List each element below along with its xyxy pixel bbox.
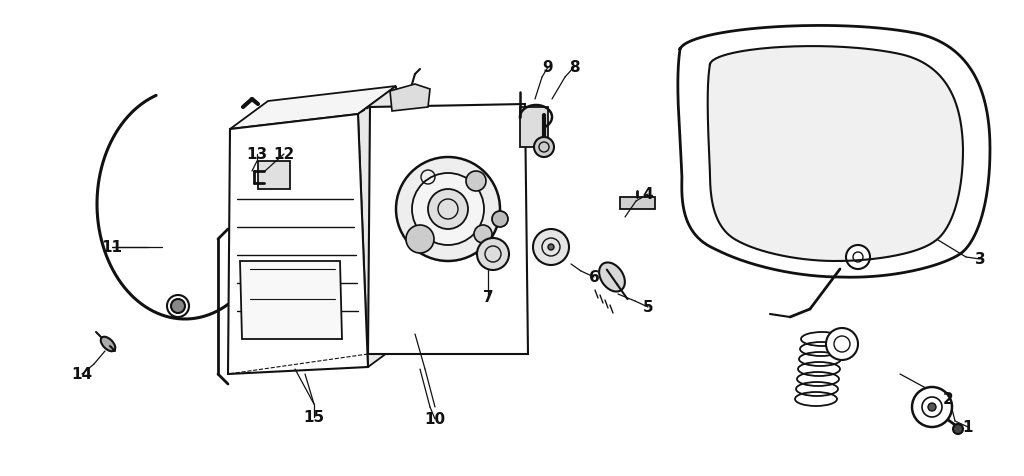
- Text: 7: 7: [482, 290, 494, 305]
- Polygon shape: [520, 108, 548, 148]
- Circle shape: [171, 299, 185, 313]
- Circle shape: [428, 189, 468, 229]
- Text: 10: 10: [424, 412, 445, 426]
- Ellipse shape: [599, 263, 625, 292]
- Circle shape: [912, 387, 952, 427]
- Text: 15: 15: [303, 410, 325, 425]
- Polygon shape: [228, 115, 368, 374]
- Polygon shape: [620, 198, 655, 209]
- Text: 13: 13: [247, 147, 267, 162]
- Text: 4: 4: [643, 187, 653, 202]
- Circle shape: [548, 245, 554, 250]
- Circle shape: [953, 424, 963, 434]
- Circle shape: [474, 226, 492, 244]
- Circle shape: [477, 238, 509, 270]
- Polygon shape: [678, 26, 990, 278]
- Polygon shape: [708, 47, 963, 261]
- Text: 1: 1: [963, 420, 973, 435]
- Text: 14: 14: [72, 367, 92, 382]
- Polygon shape: [258, 162, 290, 189]
- Text: 5: 5: [643, 300, 653, 315]
- Text: 2: 2: [943, 392, 953, 407]
- Polygon shape: [240, 261, 342, 339]
- Circle shape: [466, 172, 486, 192]
- Text: 12: 12: [273, 147, 295, 162]
- Circle shape: [492, 211, 508, 228]
- Text: 9: 9: [543, 60, 553, 75]
- Circle shape: [826, 328, 858, 360]
- Ellipse shape: [100, 337, 116, 352]
- Circle shape: [928, 403, 936, 411]
- Polygon shape: [358, 87, 406, 367]
- Circle shape: [846, 246, 870, 269]
- Text: 11: 11: [101, 240, 123, 255]
- Text: 3: 3: [975, 252, 985, 267]
- Circle shape: [412, 174, 484, 246]
- Polygon shape: [368, 105, 528, 354]
- Text: 6: 6: [589, 270, 599, 285]
- Circle shape: [534, 138, 554, 158]
- Circle shape: [396, 158, 500, 261]
- Polygon shape: [230, 87, 396, 130]
- Text: 8: 8: [568, 60, 580, 75]
- Circle shape: [534, 229, 569, 266]
- Polygon shape: [390, 85, 430, 112]
- Circle shape: [406, 226, 434, 253]
